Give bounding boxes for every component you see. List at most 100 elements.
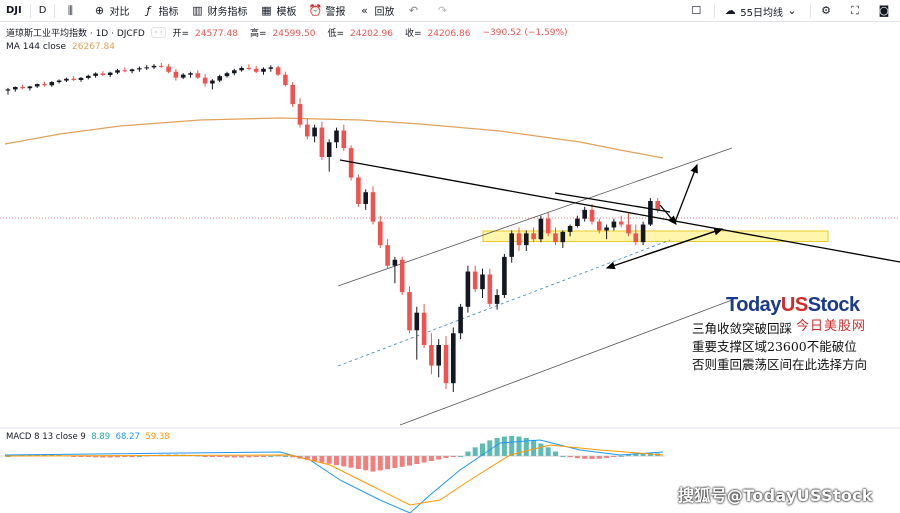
toolbar-right-group: ☐ ☁ 55日均线 ⌄ ⚙ ⛶ ◙ (683, 0, 900, 22)
candle-up (107, 72, 113, 75)
ohlc-high: 高= 24599.50 (250, 26, 322, 39)
candle-down (626, 224, 631, 234)
macd-histogram-bar (34, 454, 40, 456)
symbol-label: DJI (6, 5, 22, 16)
ma-label: MA 144 close (6, 42, 67, 52)
candle-up (582, 209, 587, 219)
macd-histogram-bar (421, 456, 427, 463)
ma-selector-label: 55日均线 (740, 7, 783, 19)
macd-histogram-bar (596, 456, 602, 459)
indicators-label: 指标 (158, 7, 179, 18)
candles-icon: ⫼ (67, 3, 73, 17)
candle-down (42, 84, 47, 86)
chart-type-button[interactable]: ⫼ (57, 0, 86, 22)
macd-histogram-bar (202, 456, 208, 457)
macd-histogram-bar (385, 456, 391, 470)
candle-up (93, 73, 98, 76)
candle-down (283, 74, 288, 85)
redo-button[interactable]: ↷ (429, 0, 458, 22)
candle-down (472, 271, 478, 290)
redo-icon: ↷ (437, 3, 448, 17)
macd-histogram-bar (531, 440, 537, 456)
candle-up (210, 80, 215, 84)
candle-down (253, 68, 259, 72)
arrow-down-left (605, 228, 723, 270)
indicators-button[interactable]: ƒ 指标 (135, 0, 184, 22)
financials-button[interactable]: ▥ 财务指标 (184, 0, 253, 22)
macd-histogram-bar (253, 456, 259, 457)
candle-up (560, 231, 566, 243)
macd-histogram-bar (246, 456, 252, 458)
close-value: 24206.86 (427, 29, 471, 39)
macd-histogram-bar (436, 456, 442, 460)
open-label: 开= (172, 29, 189, 39)
macd-histogram-bar (640, 453, 646, 456)
candle-up (34, 84, 40, 87)
candle-down (290, 84, 295, 105)
candle-down (305, 124, 310, 137)
bar-chart-icon: ▥ (192, 3, 203, 17)
candle-up (465, 271, 471, 307)
replay-button[interactable]: « 回放 (351, 0, 400, 22)
candle-up (509, 233, 514, 257)
macd-histogram-bar (370, 456, 376, 472)
interval-button[interactable]: D (33, 0, 53, 22)
macd-histogram-bar (341, 456, 347, 467)
ma144-line (4, 117, 664, 159)
candle-down (655, 201, 660, 210)
chart-pill[interactable]: · · (150, 27, 167, 38)
rewind-icon: « (361, 3, 368, 17)
snapshot-button[interactable]: ◙ (871, 0, 900, 22)
candle-up (137, 68, 142, 70)
macd-histogram-bar (209, 456, 215, 457)
low-label: 低= (327, 29, 344, 39)
macd-histogram-bar (458, 456, 464, 457)
price-legend: 道琼斯工业平均指数 · 1D · DJCFD · · 开= 24577.48 高=… (0, 26, 574, 39)
candle-up (86, 75, 91, 78)
macd-histogram-bar (78, 456, 84, 457)
templates-button[interactable]: ▦ 模板 (253, 0, 302, 22)
macd-legend: MACD 8 13 close 9 8.89 68.27 59.38 (6, 432, 170, 442)
macd-histogram-bar (509, 436, 515, 456)
candle-up (538, 218, 544, 240)
candle-up (458, 306, 463, 334)
symbol-title: 道琼斯工业平均指数 · 1D · DJCFD (6, 29, 145, 39)
macd-histogram-bar (516, 436, 522, 456)
candle-up (144, 67, 149, 69)
alert-button[interactable]: ⏰ 警报 (302, 0, 351, 22)
cloud-icon: ☁ (724, 4, 736, 17)
candle-down (166, 66, 171, 72)
candle-up (312, 127, 317, 137)
candle-down (421, 312, 427, 345)
candle-up (239, 67, 244, 71)
candle-up (575, 218, 580, 226)
fullscreen-button[interactable]: ⛶ (842, 0, 871, 22)
fullscreen-icon: ⛶ (851, 4, 859, 17)
symbol-search[interactable]: DJI (0, 0, 28, 22)
undo-button[interactable]: ↶ (400, 0, 429, 22)
settings-button[interactable]: ⚙ (813, 0, 842, 22)
channel-mid-dashed-line (337, 239, 671, 367)
macd-histogram-bar (523, 437, 529, 456)
arrow-breakout-up (674, 163, 698, 223)
gear-icon: ⚙ (821, 4, 831, 17)
macd-histogram-bar (399, 456, 405, 467)
candle-up (436, 344, 441, 366)
macd-histogram-bar (71, 456, 77, 457)
alarm-clock-icon: ⏰ (308, 3, 323, 17)
macd-signal-line (4, 444, 664, 506)
macd-signal-value: 59.38 (145, 432, 170, 442)
logo-subtitle: 今日美股网 (796, 319, 867, 334)
layout-button[interactable]: ☐ (683, 0, 712, 22)
candle-up (129, 69, 135, 72)
macd-histogram-bar (589, 456, 595, 459)
ma-selector[interactable]: ☁ 55日均线 ⌄ (717, 0, 808, 22)
candle-up (27, 86, 33, 89)
macd-histogram-bar (611, 456, 617, 458)
candle-up (13, 87, 18, 90)
divider (810, 4, 811, 18)
macd-histogram-bar (494, 437, 500, 456)
compare-button[interactable]: ⊕ 对比 (86, 0, 135, 22)
macd-histogram-bar (472, 447, 478, 456)
